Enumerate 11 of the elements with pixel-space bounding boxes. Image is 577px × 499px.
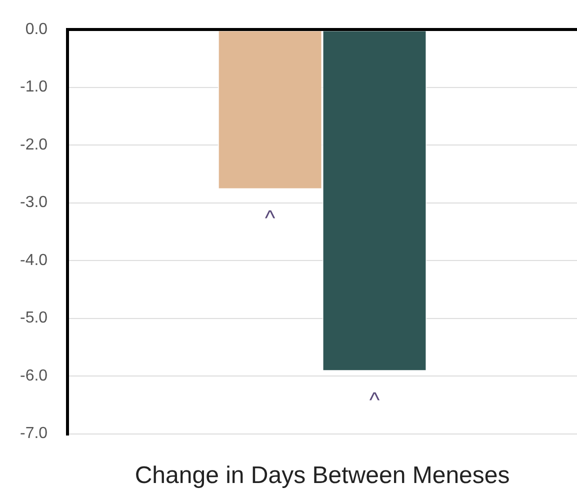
- data-label: ^: [264, 205, 276, 230]
- y-tick-label: -5.0: [20, 310, 48, 327]
- y-tick-label: -6.0: [20, 367, 48, 384]
- data-label: ^: [369, 387, 380, 412]
- y-tick-label: -4.0: [20, 252, 48, 269]
- y-tick-label: 0.0: [25, 21, 48, 38]
- y-tick-label: -1.0: [20, 78, 48, 96]
- y-tick-label: -2.0: [20, 136, 48, 154]
- y-tick-label: -3.0: [20, 194, 48, 212]
- x-axis-title: Change in Days Between Meneses: [134, 462, 510, 490]
- y-tick-label: -7.0: [20, 425, 48, 442]
